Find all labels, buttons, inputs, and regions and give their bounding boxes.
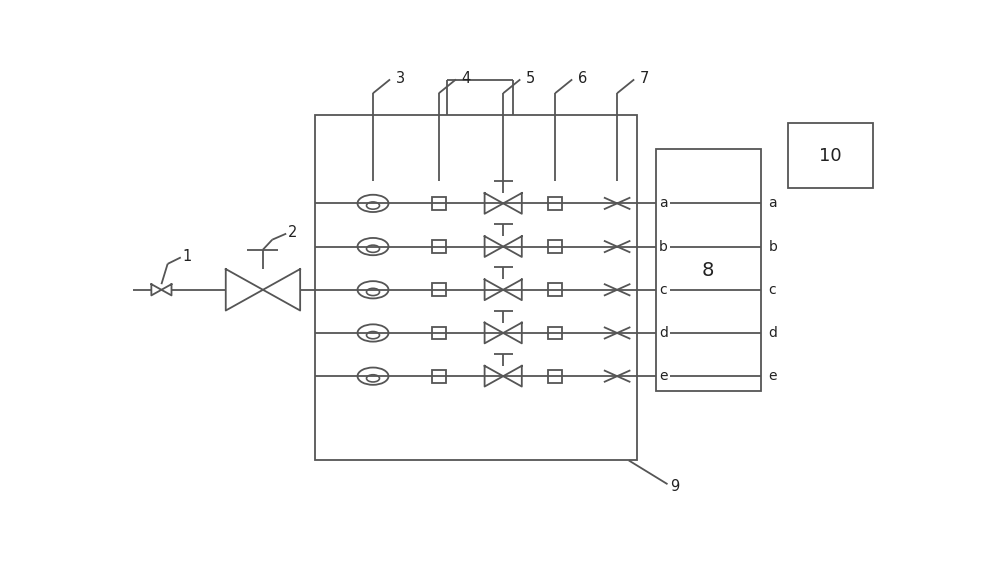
Text: 7: 7 [640,71,649,86]
Bar [548,327,562,339]
Polygon shape [485,323,503,343]
Polygon shape [503,323,522,343]
Text: 6: 6 [578,71,587,86]
Bar [656,149,761,392]
Text: 10: 10 [819,147,842,165]
Text: c: c [659,283,667,297]
Bar [315,115,637,461]
Polygon shape [263,269,300,311]
Polygon shape [226,269,263,311]
Bar [432,197,446,210]
Text: 1: 1 [182,249,192,264]
Text: b: b [659,240,668,254]
Bar [548,283,562,296]
Polygon shape [503,236,522,257]
Polygon shape [485,279,503,300]
Bar [788,123,873,188]
Text: 4: 4 [461,71,471,86]
Polygon shape [485,366,503,387]
Text: 8: 8 [702,261,714,280]
Polygon shape [503,366,522,387]
Bar [548,197,562,210]
Text: b: b [768,240,777,254]
Polygon shape [485,193,503,214]
Text: 2: 2 [288,225,297,240]
Text: c: c [768,283,776,297]
Text: 5: 5 [526,71,535,86]
Polygon shape [503,279,522,300]
Text: 9: 9 [670,479,679,494]
Bar [548,240,562,253]
Text: e: e [768,369,777,383]
Bar [432,283,446,296]
Text: e: e [659,369,667,383]
Text: 3: 3 [395,71,405,86]
Bar [548,370,562,383]
Text: d: d [659,326,668,340]
Text: d: d [768,326,777,340]
Bar [432,327,446,339]
Text: a: a [768,196,777,210]
Bar [432,370,446,383]
Polygon shape [485,236,503,257]
Polygon shape [503,193,522,214]
Bar [432,240,446,253]
Text: a: a [659,196,668,210]
